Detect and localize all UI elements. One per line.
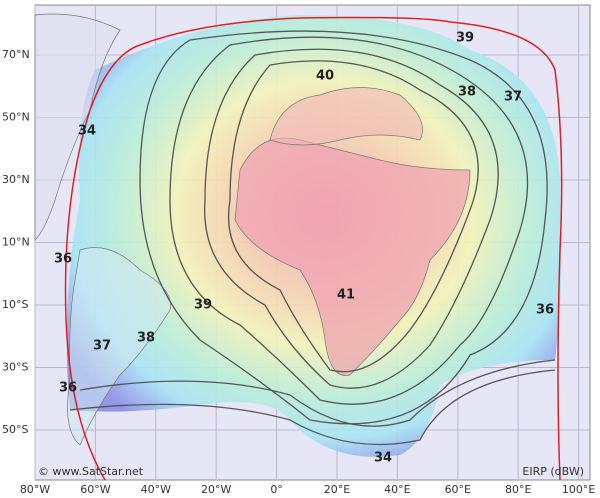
lat-label: 50°S — [2, 423, 28, 436]
lat-label: 30°S — [2, 361, 28, 374]
lon-label: 80°E — [505, 483, 531, 496]
contour-label: 34 — [374, 451, 392, 466]
lon-label: 100°E — [562, 483, 595, 496]
europe — [269, 87, 423, 146]
contour-label: 38 — [137, 331, 155, 346]
contour-label: 39 — [194, 298, 212, 313]
coverage-outline — [64, 16, 563, 481]
lon-label: 60°E — [445, 483, 471, 496]
lon-label: 40°W — [141, 483, 171, 496]
contour-label: 38 — [458, 85, 476, 100]
lon-label: 60°W — [80, 483, 110, 496]
lon-label: 40°E — [384, 483, 410, 496]
lat-label: 10°N — [2, 236, 30, 249]
contour-label: 37 — [93, 339, 111, 354]
contour-label: 36 — [54, 252, 72, 267]
contour — [169, 36, 528, 405]
lat-label: 30°N — [2, 173, 30, 186]
contour-label: 39 — [456, 31, 474, 46]
unit-label: EIRP (dBW) — [522, 465, 584, 478]
contour-label: 36 — [536, 303, 554, 318]
africa — [234, 137, 471, 376]
contour — [79, 359, 556, 427]
contour — [69, 369, 556, 446]
lon-label: 20°W — [201, 483, 231, 496]
contour-label: 41 — [337, 288, 355, 303]
contour — [139, 30, 548, 425]
contour-label: 40 — [316, 69, 334, 84]
lat-label: 70°N — [2, 48, 30, 61]
contour — [204, 48, 499, 389]
contour-label: 37 — [504, 90, 522, 105]
contours — [69, 30, 556, 446]
lon-label: 20°E — [324, 483, 350, 496]
labels: 39 40 38 37 34 36 39 41 36 38 37 36 34 © www.SatStar.… — [38, 31, 584, 479]
contour-label: 34 — [78, 124, 96, 139]
lon-label: 80°W — [20, 483, 50, 496]
lat-label: 50°N — [2, 111, 30, 124]
lat-label: 10°S — [2, 298, 28, 311]
credit: © www.SatStar.net — [38, 465, 144, 478]
contour — [228, 60, 479, 373]
lon-label: 0° — [270, 483, 283, 496]
contour-label: 36 — [59, 381, 77, 396]
